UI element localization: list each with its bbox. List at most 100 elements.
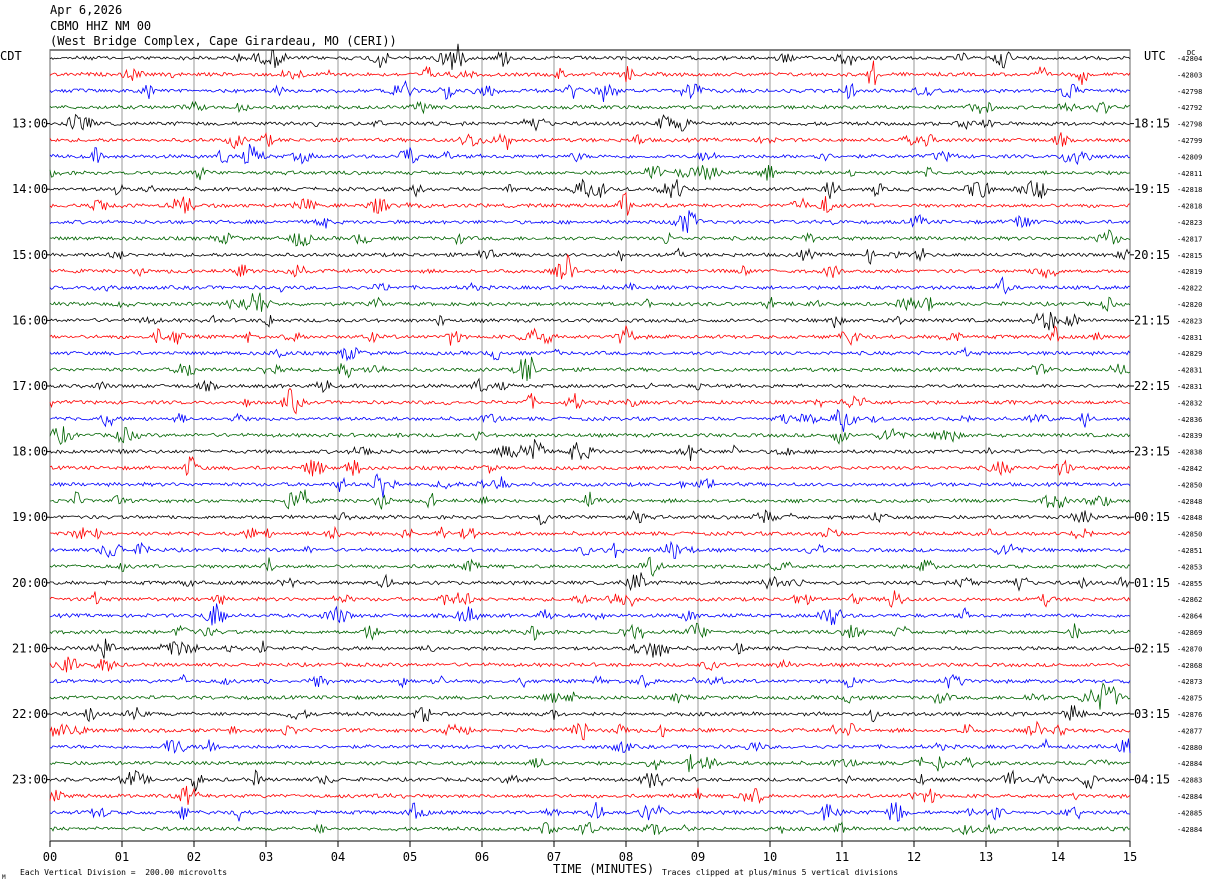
dc-offset-label: -42831 — [1177, 334, 1202, 342]
seismic-trace — [49, 603, 1131, 626]
dc-offset-label: -42809 — [1177, 153, 1202, 161]
x-tick-label: 14 — [1051, 850, 1065, 864]
dc-offset-label: -42862 — [1177, 596, 1202, 604]
dc-offset-label: -42885 — [1177, 809, 1202, 817]
seismic-trace — [49, 556, 1131, 577]
seismic-trace — [49, 247, 1131, 265]
seismic-trace — [49, 673, 1131, 689]
dc-offset-label: -42876 — [1177, 711, 1202, 719]
seismic-trace — [49, 80, 1131, 103]
axis-labels: CDT UTC DC TIME (MINUTES) Each Vertical … — [0, 49, 1202, 881]
seismic-trace — [49, 143, 1131, 166]
seismic-trace — [49, 705, 1131, 723]
right-hour-label: 21:15 — [1134, 313, 1170, 327]
seismic-trace — [49, 132, 1131, 151]
dc-offset-label: -42792 — [1177, 104, 1202, 112]
dc-offset-label: -42818 — [1177, 186, 1202, 194]
x-tick-label: 09 — [691, 850, 705, 864]
seismic-trace — [49, 191, 1131, 216]
dc-offset-label: -42838 — [1177, 449, 1202, 457]
header-location: (West Bridge Complex, Cape Girardeau, MO… — [50, 34, 397, 48]
seismic-trace — [49, 540, 1131, 559]
x-tick-label: 07 — [547, 850, 561, 864]
dc-offset-label: -42803 — [1177, 71, 1202, 79]
left-hour-label: 18:00 — [12, 445, 48, 459]
seismic-trace — [49, 276, 1130, 295]
dc-offset-label: -42842 — [1177, 465, 1202, 473]
right-hour-label: 02:15 — [1134, 641, 1170, 655]
x-tick-label: 10 — [763, 850, 777, 864]
dc-offset-label: -42875 — [1177, 695, 1202, 703]
dc-offset-label: -42855 — [1177, 580, 1202, 588]
dc-offset-label: -42883 — [1177, 777, 1202, 785]
seismic-trace — [49, 682, 1131, 710]
seismic-trace — [49, 509, 1131, 526]
dc-offset-label: -42848 — [1177, 498, 1202, 506]
seismic-trace — [49, 100, 1131, 115]
right-hour-label: 19:15 — [1134, 182, 1170, 196]
x-tick-label: 05 — [403, 850, 417, 864]
dc-offset-label: -42822 — [1177, 285, 1202, 293]
x-tick-label: 12 — [907, 850, 921, 864]
right-hour-label: 04:15 — [1134, 773, 1170, 787]
dc-offset-label: -42884 — [1177, 760, 1202, 768]
seismic-trace — [49, 821, 1131, 836]
right-hour-label: 20:15 — [1134, 248, 1170, 262]
seismic-trace — [49, 572, 1131, 592]
seismic-trace — [49, 43, 1131, 70]
dc-offset-label: -42798 — [1177, 121, 1202, 129]
dc-offset-label: -42823 — [1177, 317, 1202, 325]
dc-offset-label: -42884 — [1177, 793, 1202, 801]
x-tick-label: 15 — [1123, 850, 1137, 864]
dc-offset-label: -42832 — [1177, 399, 1202, 407]
seismic-trace — [49, 525, 1131, 540]
dc-offset-label: -42851 — [1177, 547, 1202, 555]
dc-offset-label: -42848 — [1177, 514, 1202, 522]
dc-offset-label: -42877 — [1177, 727, 1202, 735]
dc-offset-label: -42823 — [1177, 219, 1202, 227]
dc-offset-label: -42799 — [1177, 137, 1202, 145]
header-station: CBMO HHZ NM 00 — [50, 19, 152, 33]
x-tick-label: 01 — [115, 850, 129, 864]
trace-group — [49, 43, 1131, 836]
seismic-trace — [49, 426, 1131, 446]
x-tick-label: 00 — [43, 850, 57, 864]
seismic-trace — [49, 720, 1131, 741]
seismic-trace — [49, 387, 1131, 415]
dc-offset-label: -42873 — [1177, 678, 1202, 686]
left-hour-label: 19:00 — [12, 510, 48, 524]
clip-note: Traces clipped at plus/minus 5 vertical … — [662, 868, 898, 877]
dc-offset-label: -42817 — [1177, 235, 1202, 243]
seismic-trace — [49, 60, 1131, 86]
seismic-trace — [49, 356, 1131, 382]
x-tick-label: 08 — [619, 850, 633, 864]
x-tick-label: 04 — [331, 850, 345, 864]
dc-offset-label: -42815 — [1177, 252, 1202, 260]
x-tick-label: 13 — [979, 850, 993, 864]
dc-offset-label: -42819 — [1177, 268, 1202, 276]
seismic-trace — [49, 178, 1131, 199]
dc-offset-label: -42798 — [1177, 88, 1202, 96]
seismic-trace — [49, 473, 1131, 498]
seismic-trace — [49, 590, 1131, 608]
seismic-trace — [49, 656, 1131, 673]
seismic-trace — [49, 456, 1131, 477]
left-hour-label: 20:00 — [12, 576, 48, 590]
seismic-trace — [49, 769, 1131, 792]
dc-offset-label: -42839 — [1177, 432, 1202, 440]
seismic-trace — [49, 754, 1131, 773]
dc-offset-label: -42850 — [1177, 531, 1202, 539]
x-tick-label: 02 — [187, 850, 201, 864]
dc-offset-label: -42829 — [1177, 350, 1202, 358]
dc-offset-label: -42820 — [1177, 301, 1202, 309]
grid-lines — [46, 50, 1134, 847]
dc-offset-label: -42836 — [1177, 416, 1202, 424]
x-tick-label: 11 — [835, 850, 849, 864]
dc-offset-label: -42804 — [1177, 55, 1202, 63]
right-hour-label: 23:15 — [1134, 445, 1170, 459]
seismic-trace — [49, 113, 1131, 132]
dc-offset-label: -42811 — [1177, 170, 1202, 178]
seismic-trace — [49, 785, 1131, 805]
right-hour-label: 00:15 — [1134, 510, 1170, 524]
